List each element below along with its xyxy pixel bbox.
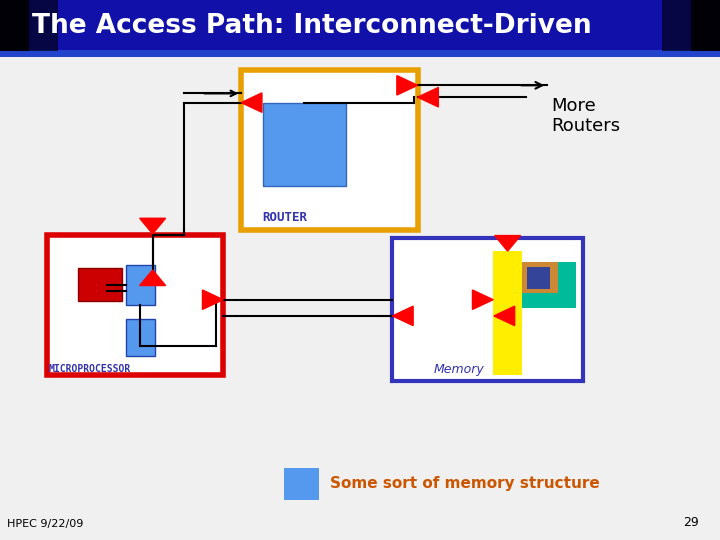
Bar [0, 0, 720, 51]
Bar [522, 262, 558, 293]
Polygon shape [494, 306, 515, 326]
Text: 29: 29 [683, 516, 698, 529]
Bar [392, 238, 583, 381]
Bar [241, 70, 418, 230]
Polygon shape [397, 76, 418, 95]
Bar [662, 0, 720, 51]
Bar [0, 50, 720, 57]
Bar [0, 0, 58, 51]
Bar [47, 235, 223, 375]
Text: HPEC 9/22/09: HPEC 9/22/09 [7, 519, 84, 529]
Polygon shape [140, 218, 166, 234]
Text: ROUTER: ROUTER [262, 211, 307, 224]
Polygon shape [418, 87, 438, 107]
Polygon shape [202, 290, 223, 309]
Bar [126, 319, 155, 356]
Text: Some sort of memory structure: Some sort of memory structure [330, 476, 600, 491]
Polygon shape [472, 290, 493, 309]
Polygon shape [241, 93, 262, 112]
Bar [527, 267, 550, 289]
Polygon shape [392, 306, 413, 326]
Text: Memory: Memory [434, 363, 485, 376]
Text: The Access Path: Interconnect-Driven: The Access Path: Interconnect-Driven [32, 13, 592, 39]
Bar [493, 251, 522, 375]
Polygon shape [140, 270, 166, 286]
Bar [126, 265, 155, 305]
Text: More
Routers: More Routers [551, 97, 620, 136]
Bar [284, 468, 319, 500]
Bar [78, 268, 122, 301]
Bar [691, 0, 720, 51]
Polygon shape [495, 235, 521, 251]
Bar [522, 262, 576, 308]
Text: MICROPROCESSOR: MICROPROCESSOR [49, 363, 131, 374]
Bar [0, 0, 29, 51]
Bar [263, 103, 346, 186]
